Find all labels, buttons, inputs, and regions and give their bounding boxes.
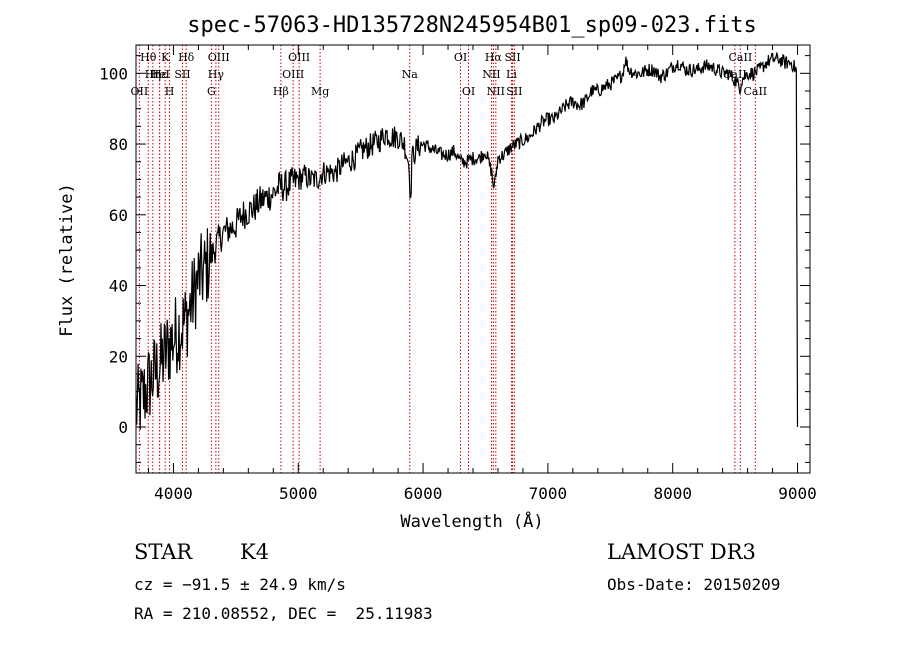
line-label: OIII	[208, 51, 230, 64]
line-label: K	[161, 51, 170, 64]
line-label: G	[207, 85, 216, 98]
line-label: SII	[504, 51, 520, 64]
y-tick-label: 60	[109, 206, 128, 225]
x-tick-label: 7000	[529, 484, 568, 503]
survey-name: LAMOST DR3	[607, 540, 756, 564]
line-label: Hβ	[273, 85, 289, 98]
object-class: STAR	[134, 540, 193, 564]
line-label: Hγ	[208, 68, 225, 81]
line-label: Hθ	[140, 51, 157, 64]
x-axis: 4000 5000 6000 7000 8000 9000	[147, 45, 817, 503]
line-label: Hα	[485, 51, 503, 64]
object-subclass: K4	[240, 540, 270, 564]
line-label: Hε	[152, 68, 168, 81]
x-tick-label: 9000	[778, 484, 817, 503]
line-label: SII	[506, 85, 522, 98]
line-label: OIII	[288, 51, 310, 64]
y-tick-label: 100	[99, 64, 128, 83]
x-tick-label: 8000	[653, 484, 692, 503]
y-tick-label: 80	[109, 135, 128, 154]
x-tick-label: 6000	[404, 484, 443, 503]
line-label: Hδ	[178, 51, 195, 64]
line-label: OII	[131, 85, 149, 98]
line-label: OI	[462, 85, 475, 98]
x-axis-label: Wavelength (Å)	[400, 510, 543, 532]
y-axis-label: Flux (relative)	[57, 183, 77, 337]
line-label: H	[165, 85, 175, 98]
spectrum-line	[135, 52, 799, 431]
line-label: Li	[506, 68, 517, 81]
obs-date: Obs-Date: 20150209	[607, 575, 781, 594]
line-label: Hη	[145, 68, 161, 81]
line-label: Na	[402, 68, 419, 81]
line-label: CaII	[729, 51, 753, 64]
line-label: OIII	[282, 68, 304, 81]
line-label: HeI	[149, 68, 169, 81]
coordinates: RA = 210.08552, DEC = 25.11983	[134, 604, 433, 623]
y-tick-label: 0	[118, 418, 128, 437]
y-tick-label: 20	[109, 347, 128, 366]
line-label: Mg	[311, 85, 329, 98]
line-label: CaII	[743, 85, 767, 98]
redshift-text: cz = −91.5 ± 24.9 km/s	[134, 575, 346, 594]
x-tick-label: 4000	[154, 484, 193, 503]
y-axis: 0 20 40 60 80 100	[99, 55, 810, 463]
line-markers	[138, 45, 756, 473]
plot-frame	[135, 44, 811, 474]
line-label: NII	[487, 85, 505, 98]
x-tick-label: 5000	[279, 484, 318, 503]
chart-title: spec-57063-HD135728N245954B01_sp09-023.f…	[187, 13, 757, 38]
line-label: NII	[482, 68, 500, 81]
line-label: SII	[174, 68, 190, 81]
y-tick-label: 40	[109, 277, 128, 296]
line-label: OI	[454, 51, 467, 64]
